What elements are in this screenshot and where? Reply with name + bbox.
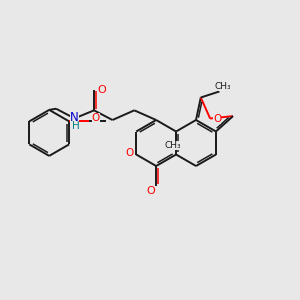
- Text: O: O: [92, 113, 100, 123]
- Text: O: O: [213, 113, 221, 124]
- Text: H: H: [72, 122, 80, 131]
- Text: CH₃: CH₃: [214, 82, 231, 91]
- Text: N: N: [70, 111, 79, 124]
- Text: O: O: [125, 148, 134, 158]
- Text: CH₃: CH₃: [165, 140, 182, 150]
- Text: O: O: [98, 85, 106, 94]
- Text: O: O: [147, 185, 155, 196]
